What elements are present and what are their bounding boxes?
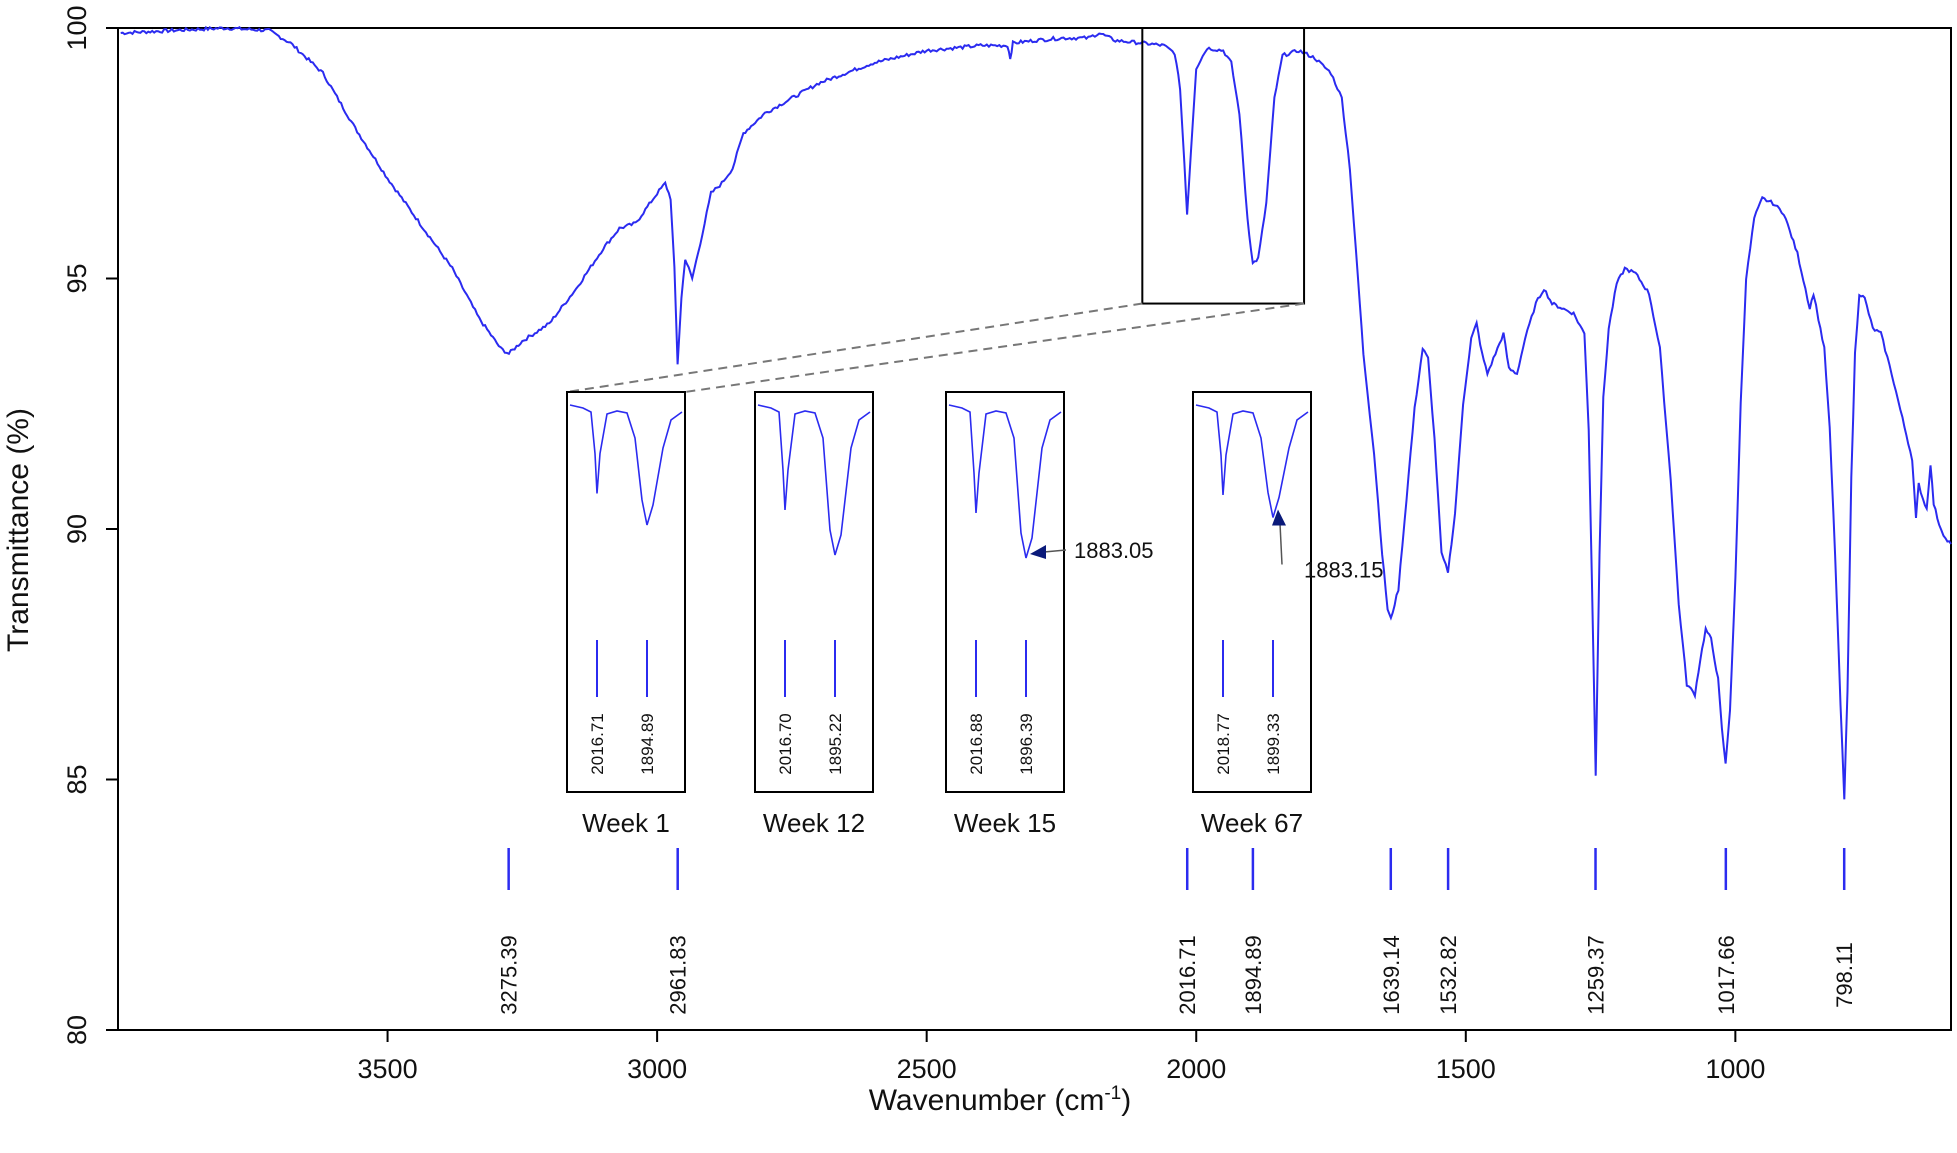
peak-marker-label: 2016.71 (1175, 935, 1200, 1015)
spectrum-line (120, 25, 1952, 800)
inset-peak-label: 1895.22 (826, 713, 845, 774)
peak-marker-label: 1639.14 (1379, 935, 1404, 1015)
y-tick-label: 80 (62, 1015, 92, 1045)
inset-week-title: Week 15 (954, 808, 1056, 838)
peak-marker-label: 1259.37 (1584, 935, 1609, 1015)
inset-spectrum-line (569, 404, 683, 526)
x-tick-label: 3500 (358, 1054, 418, 1084)
callout-arrow-line (1279, 523, 1283, 565)
zoom-connector-line (566, 302, 1143, 393)
callout-arrowhead (1272, 509, 1286, 526)
x-axis-title-close: ) (1121, 1084, 1131, 1117)
y-tick-label: 90 (62, 514, 92, 544)
y-axis: 80 85 90 95 100 (62, 5, 118, 1045)
x-axis-title-main: Wavenumber (cm (869, 1084, 1105, 1117)
inset-week-1: 2016.71 1894.89 Week 1 (566, 391, 686, 838)
x-tick-label: 2500 (897, 1054, 957, 1084)
peak-marker-label: 1532.82 (1436, 935, 1461, 1015)
x-tick-label: 1000 (1705, 1054, 1765, 1084)
x-axis-title-superscript: -1 (1104, 1083, 1121, 1104)
inset-week-2: 2016.70 1895.22 Week 12 (754, 391, 874, 838)
inset-peak-label: 2016.70 (776, 713, 795, 774)
inset-frame (566, 391, 686, 793)
inset-peak-label: 1894.89 (638, 713, 657, 774)
inset-week-4: 2018.77 1899.33 Week 67 1883.15 (1192, 391, 1384, 838)
y-tick-label: 100 (62, 5, 92, 50)
inset-spectrum-line (757, 404, 871, 556)
week-insets: 2016.71 1894.89 Week 1 2016.70 1895.22 Week 1… (566, 391, 1384, 838)
callout-label: 1883.15 (1304, 558, 1384, 583)
x-axis-title: Wavenumber (cm-1) (869, 1083, 1132, 1117)
peak-markers: 3275.39 2961.83 2016.71 1894.89 1639.14 1532.… (497, 848, 1857, 1015)
peak-marker-label: 798.11 (1832, 942, 1857, 1008)
inset-week-title: Week 67 (1201, 808, 1303, 838)
zoom-region-box (1141, 27, 1306, 305)
inset-spectrum-line (948, 404, 1062, 559)
x-axis: 3500 3000 2500 2000 1500 1000 (358, 1030, 1765, 1084)
inset-week-title: Week 12 (763, 808, 865, 838)
callout-label: 1883.05 (1074, 538, 1154, 563)
peak-marker-label: 3275.39 (497, 935, 522, 1015)
inset-week-3: 2016.88 1896.39 Week 15 1883.05 (945, 391, 1154, 838)
peak-marker-label: 2961.83 (666, 935, 691, 1015)
inset-spectrum-line (1195, 404, 1309, 518)
inset-peak-label: 1896.39 (1017, 713, 1036, 774)
peak-marker-label: 1894.89 (1241, 935, 1266, 1015)
inset-peak-label: 2018.77 (1214, 713, 1233, 774)
inset-peak-label: 2016.88 (967, 713, 986, 774)
inset-peak-label: 2016.71 (588, 713, 607, 774)
callout-arrowhead (1030, 545, 1046, 559)
inset-week-title: Week 1 (582, 808, 670, 838)
x-tick-label: 1500 (1436, 1054, 1496, 1084)
callout-arrow-line (1043, 549, 1067, 553)
inset-frame (754, 391, 874, 793)
peak-marker-label: 1017.66 (1714, 935, 1739, 1015)
inset-frame (945, 391, 1065, 793)
y-axis-title: Transmittance (%) (2, 408, 35, 652)
x-tick-label: 2000 (1166, 1054, 1226, 1084)
zoom-connector-line (684, 302, 1305, 393)
y-tick-label: 85 (62, 764, 92, 794)
inset-frame (1192, 391, 1312, 793)
inset-peak-label: 1899.33 (1264, 713, 1283, 774)
x-tick-label: 3000 (627, 1054, 687, 1084)
y-tick-label: 95 (62, 263, 92, 293)
